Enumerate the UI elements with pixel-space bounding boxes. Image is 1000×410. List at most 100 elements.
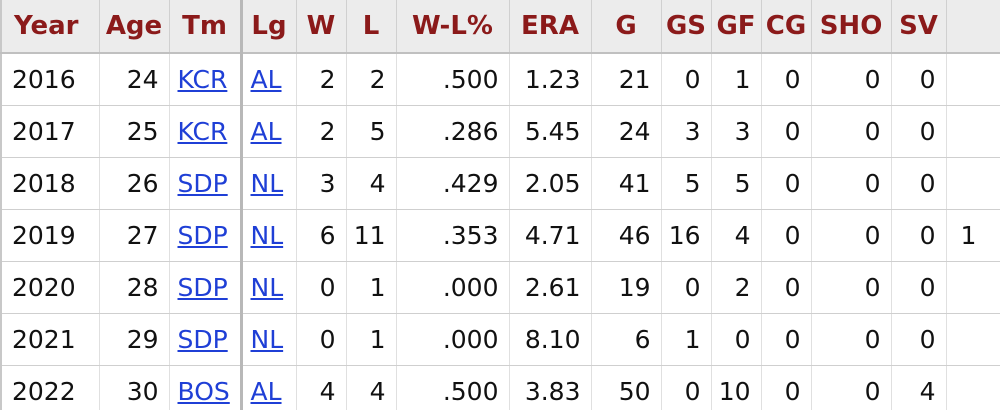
cell-age: 29 bbox=[99, 313, 170, 366]
team-link[interactable]: SDP bbox=[177, 325, 228, 354]
cell-win-loss-pct: .500 bbox=[396, 53, 510, 106]
league-link[interactable]: NL bbox=[250, 325, 284, 354]
header-team[interactable]: Tm bbox=[169, 0, 243, 54]
header-league[interactable]: Lg bbox=[241, 0, 297, 54]
cell-league: NL bbox=[241, 261, 297, 314]
header-next-cutoff bbox=[946, 0, 1000, 54]
cell-age: 25 bbox=[99, 105, 170, 158]
cell-league: NL bbox=[241, 209, 297, 262]
cell-year: 2021 bbox=[0, 313, 100, 366]
header-saves[interactable]: SV bbox=[891, 0, 947, 54]
cell-losses: 4 bbox=[346, 157, 397, 210]
cell-losses: 11 bbox=[346, 209, 397, 262]
cell-games-started: 16 bbox=[661, 209, 712, 262]
cell-win-loss-pct: .000 bbox=[396, 313, 510, 366]
cell-wins: 6 bbox=[296, 209, 347, 262]
cell-next-cutoff bbox=[946, 365, 1000, 410]
cell-games-finished: 0 bbox=[711, 313, 762, 366]
cell-saves: 0 bbox=[891, 209, 947, 262]
cell-next-cutoff bbox=[946, 261, 1000, 314]
cell-team: KCR bbox=[169, 53, 243, 106]
cell-next-cutoff bbox=[946, 53, 1000, 106]
cell-league: AL bbox=[241, 365, 297, 410]
cell-games-started: 0 bbox=[661, 53, 712, 106]
cell-wins: 2 bbox=[296, 53, 347, 106]
cell-year: 2019 bbox=[0, 209, 100, 262]
team-link[interactable]: SDP bbox=[177, 169, 228, 198]
header-row: Year Age Tm Lg W L W-L% ERA G GS GF CG S… bbox=[0, 0, 1000, 54]
cell-era: 3.83 bbox=[509, 365, 592, 410]
cell-age: 24 bbox=[99, 53, 170, 106]
cell-shutouts: 0 bbox=[811, 209, 892, 262]
cell-era: 8.10 bbox=[509, 313, 592, 366]
cell-games-finished: 1 bbox=[711, 53, 762, 106]
team-link[interactable]: BOS bbox=[177, 377, 230, 406]
cell-win-loss-pct: .000 bbox=[396, 261, 510, 314]
cell-age: 27 bbox=[99, 209, 170, 262]
table-row: 2020 28 SDP NL 0 1.000 2.61 19 0 2 0 0 0 bbox=[0, 261, 1000, 314]
cell-era: 4.71 bbox=[509, 209, 592, 262]
cell-saves: 0 bbox=[891, 313, 947, 366]
cell-wins: 2 bbox=[296, 105, 347, 158]
table-row: 2017 25 KCR AL 2 5.286 5.45 24 3 3 0 0 0 bbox=[0, 105, 1000, 158]
header-games-finished[interactable]: GF bbox=[711, 0, 762, 54]
cell-next-cutoff bbox=[946, 157, 1000, 210]
team-link[interactable]: SDP bbox=[177, 221, 228, 250]
table-row: 2018 26 SDP NL 3 4.429 2.05 41 5 5 0 0 0 bbox=[0, 157, 1000, 210]
header-games-started[interactable]: GS bbox=[661, 0, 712, 54]
cell-team: SDP bbox=[169, 157, 243, 210]
team-link[interactable]: SDP bbox=[177, 273, 228, 302]
cell-games: 50 bbox=[591, 365, 662, 410]
cell-age: 28 bbox=[99, 261, 170, 314]
league-link[interactable]: AL bbox=[250, 65, 282, 94]
header-era[interactable]: ERA bbox=[509, 0, 592, 54]
cell-games: 21 bbox=[591, 53, 662, 106]
cell-games-finished: 4 bbox=[711, 209, 762, 262]
cell-games-finished: 2 bbox=[711, 261, 762, 314]
cell-complete-games: 0 bbox=[761, 313, 812, 366]
header-complete-games[interactable]: CG bbox=[761, 0, 812, 54]
header-losses[interactable]: L bbox=[346, 0, 397, 54]
league-link[interactable]: NL bbox=[250, 221, 284, 250]
league-link[interactable]: NL bbox=[250, 273, 284, 302]
table-row: 2019 27 SDP NL 6 11.353 4.71 46 16 4 0 0 0 1 bbox=[0, 209, 1000, 262]
cell-wins: 4 bbox=[296, 365, 347, 410]
cell-win-loss-pct: .286 bbox=[396, 105, 510, 158]
cell-league: AL bbox=[241, 53, 297, 106]
header-wins[interactable]: W bbox=[296, 0, 347, 54]
cell-losses: 1 bbox=[346, 261, 397, 314]
cell-games-started: 0 bbox=[661, 261, 712, 314]
cell-next-cutoff: 1 bbox=[946, 209, 1000, 262]
cell-year: 2022 bbox=[0, 365, 100, 410]
header-shutouts[interactable]: SHO bbox=[811, 0, 892, 54]
header-games[interactable]: G bbox=[591, 0, 662, 54]
header-win-loss-pct[interactable]: W-L% bbox=[396, 0, 510, 54]
header-age[interactable]: Age bbox=[99, 0, 170, 54]
cell-games-finished: 3 bbox=[711, 105, 762, 158]
cell-losses: 4 bbox=[346, 365, 397, 410]
cell-year: 2017 bbox=[0, 105, 100, 158]
team-link[interactable]: KCR bbox=[177, 65, 228, 94]
cell-league: AL bbox=[241, 105, 297, 158]
cell-losses: 1 bbox=[346, 313, 397, 366]
league-link[interactable]: AL bbox=[250, 377, 282, 406]
cell-games-started: 5 bbox=[661, 157, 712, 210]
cell-wins: 3 bbox=[296, 157, 347, 210]
cell-complete-games: 0 bbox=[761, 209, 812, 262]
header-year[interactable]: Year bbox=[0, 0, 100, 54]
cell-year: 2020 bbox=[0, 261, 100, 314]
cell-complete-games: 0 bbox=[761, 53, 812, 106]
league-link[interactable]: NL bbox=[250, 169, 284, 198]
team-link[interactable]: KCR bbox=[177, 117, 228, 146]
cell-complete-games: 0 bbox=[761, 105, 812, 158]
cell-complete-games: 0 bbox=[761, 157, 812, 210]
cell-next-cutoff bbox=[946, 105, 1000, 158]
league-link[interactable]: AL bbox=[250, 117, 282, 146]
cell-year: 2018 bbox=[0, 157, 100, 210]
cell-games-finished: 10 bbox=[711, 365, 762, 410]
cell-saves: 0 bbox=[891, 105, 947, 158]
cell-games-started: 0 bbox=[661, 365, 712, 410]
cell-league: NL bbox=[241, 313, 297, 366]
